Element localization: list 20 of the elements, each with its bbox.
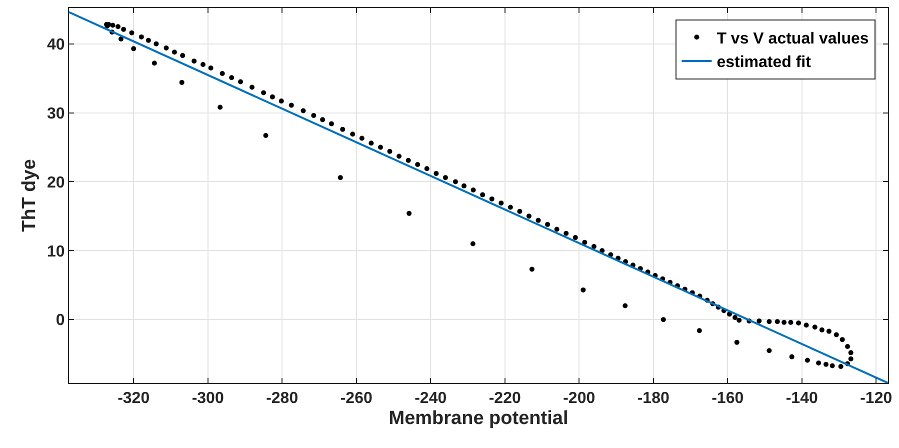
y-tick-label: 40 xyxy=(47,36,65,54)
x-tick-label: -140 xyxy=(786,390,818,408)
x-axis-title: Membrane potential xyxy=(388,408,568,429)
x-tick-label: -320 xyxy=(118,390,150,408)
y-tick-label: 20 xyxy=(47,174,65,192)
x-tick-label: -200 xyxy=(563,390,596,408)
legend-label: estimated fit xyxy=(716,54,812,72)
x-tick-label: -260 xyxy=(340,390,372,408)
x-tick-label: -180 xyxy=(637,390,670,408)
y-tick-label: 0 xyxy=(56,312,65,330)
legend-label: T vs V actual values xyxy=(716,30,869,48)
x-tick-label: -240 xyxy=(414,390,447,408)
x-tick-label: -280 xyxy=(266,390,298,408)
y-tick-label: 30 xyxy=(47,105,65,122)
x-tick-label: -220 xyxy=(488,390,521,408)
x-tick-label: -160 xyxy=(712,390,744,408)
y-tick-label: 10 xyxy=(47,243,65,260)
x-tick-label: -300 xyxy=(192,390,224,408)
y-axis-title: ThT dye xyxy=(18,159,40,232)
x-tick-label: -120 xyxy=(860,390,892,408)
